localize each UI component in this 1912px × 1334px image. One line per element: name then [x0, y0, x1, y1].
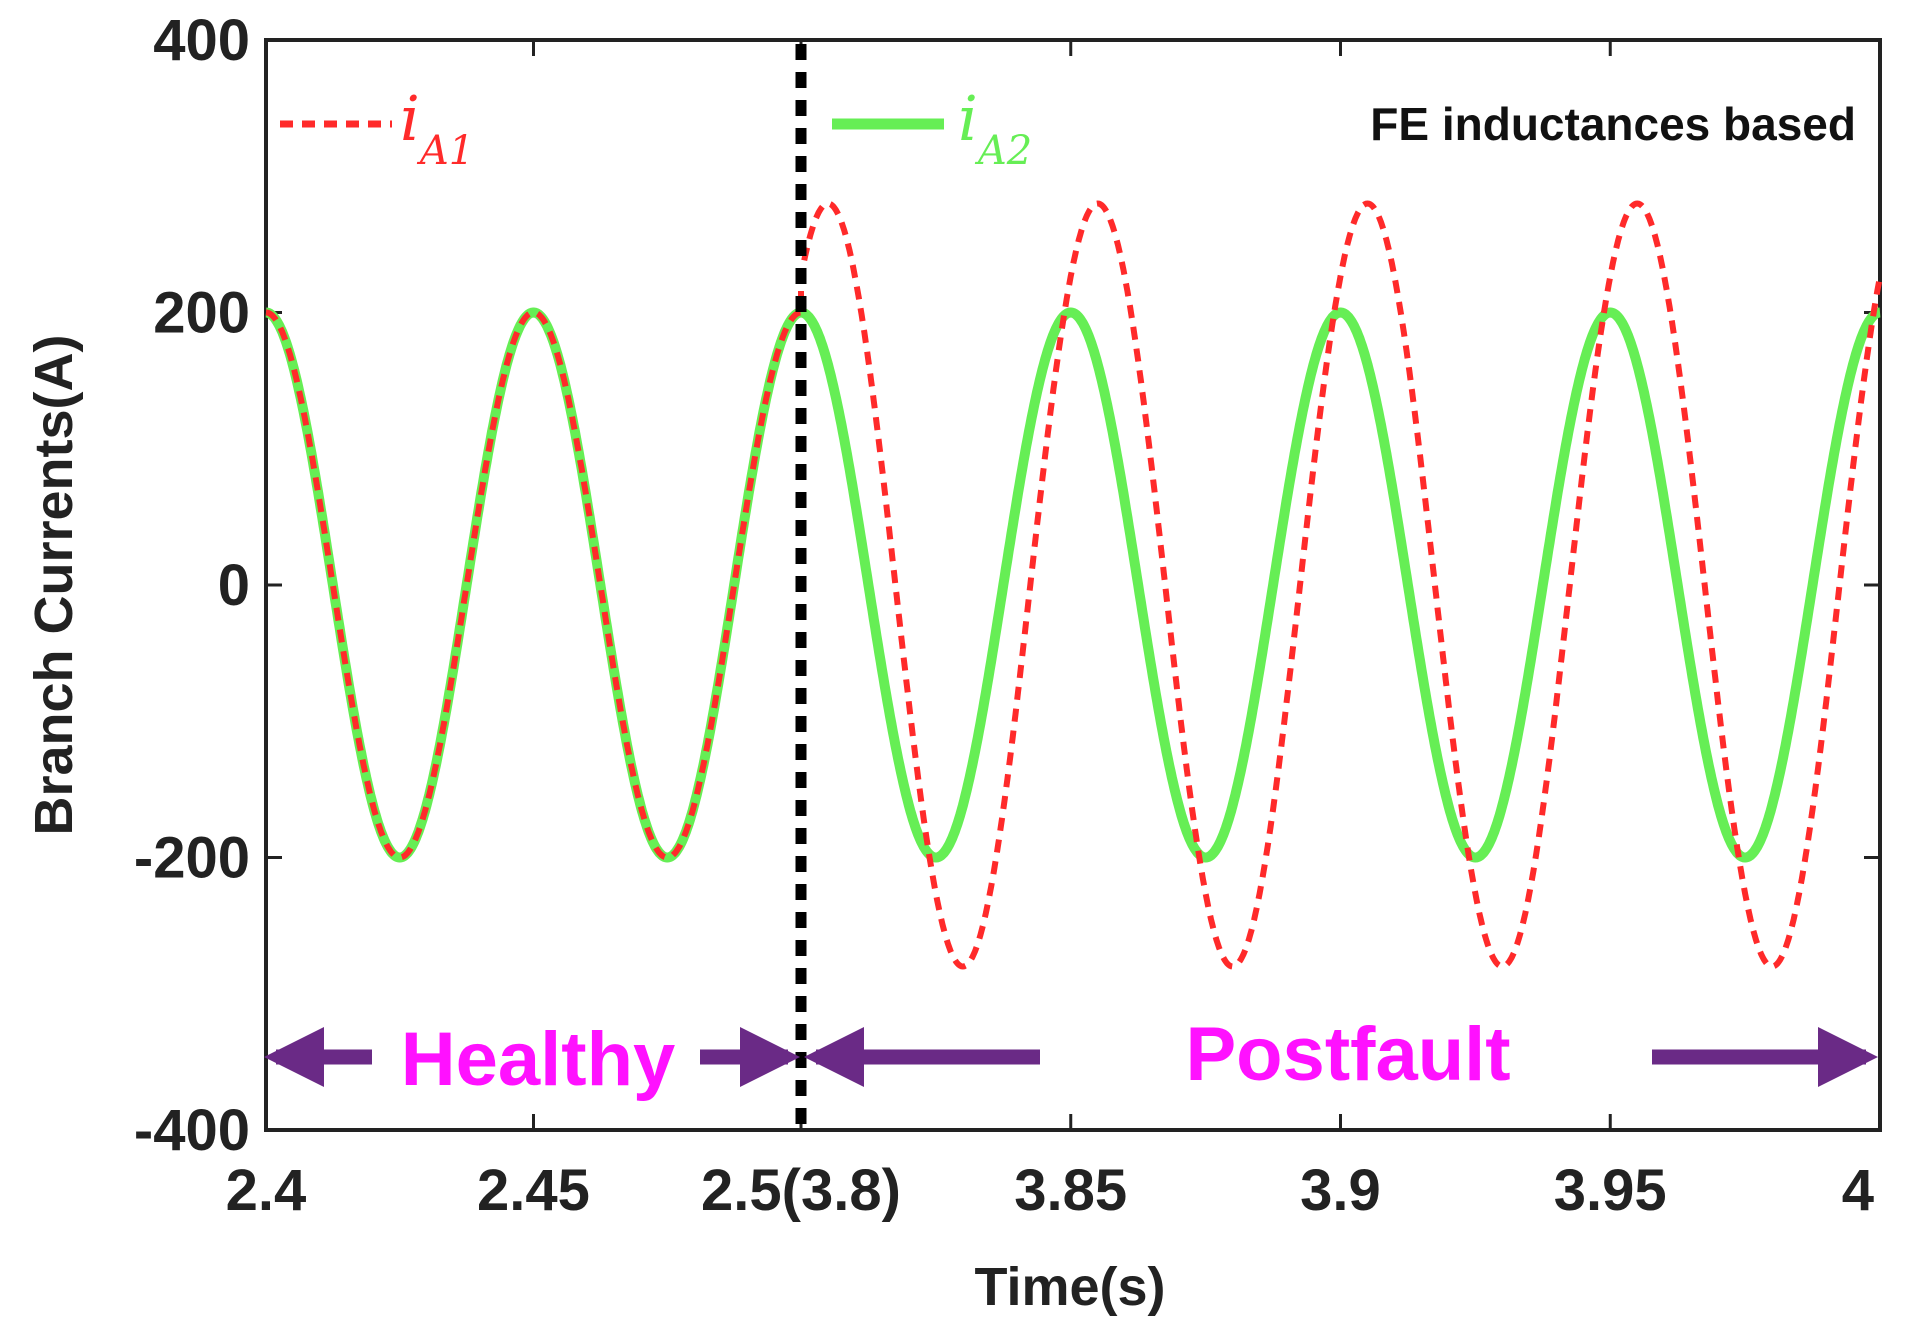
x-tick-label: 3.95 — [1554, 1158, 1667, 1223]
x-tick-label: 3.85 — [1014, 1158, 1127, 1223]
x-tick-label: 2.4 — [226, 1158, 307, 1223]
series-i-a1-line — [265, 200, 1883, 970]
tick-marks — [264, 38, 1882, 1132]
x-tick-label: 3.9 — [1300, 1158, 1381, 1223]
y-tick-label: -400 — [134, 1098, 250, 1163]
legend-i-a1-label: iA1 — [400, 82, 474, 174]
x-tick-labels: 2.4 2.45 2.5(3.8) 3.85 3.9 3.95 4 — [226, 1158, 1874, 1223]
y-tick-label: 400 — [153, 8, 250, 73]
legend-i-a2-label: iA2 — [958, 82, 1032, 174]
x-tick-label: 2.5(3.8) — [701, 1158, 901, 1223]
y-tick-label: 0 — [218, 553, 250, 618]
y-tick-label: 200 — [153, 281, 250, 346]
plot-frame — [264, 38, 1882, 1132]
x-tick-label: 2.45 — [477, 1158, 590, 1223]
y-axis-title: Branch Currents(A) — [24, 334, 84, 835]
series-i-a2-line — [262, 307, 1884, 863]
postfault-region-label: Postfault — [1185, 1012, 1510, 1097]
y-tick-label: -200 — [134, 826, 250, 891]
y-tick-labels: 400 200 0 -200 -400 — [134, 8, 250, 1163]
x-axis-title: Time(s) — [974, 1257, 1165, 1317]
corner-note: FE inductances based — [1370, 98, 1856, 150]
x-tick-label: 4 — [1842, 1158, 1874, 1223]
healthy-region-label: Healthy — [401, 1017, 676, 1102]
